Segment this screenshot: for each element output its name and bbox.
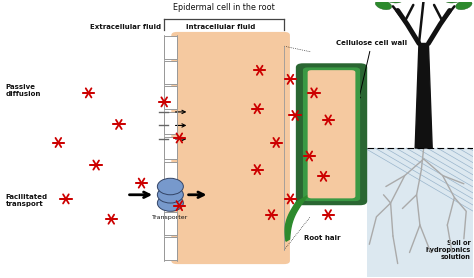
Text: Soil or
hydroponics
solution: Soil or hydroponics solution bbox=[426, 240, 471, 260]
Text: Transporter: Transporter bbox=[152, 215, 189, 220]
Polygon shape bbox=[415, 43, 432, 148]
Bar bbox=[164, 237, 177, 260]
Polygon shape bbox=[285, 195, 308, 241]
FancyBboxPatch shape bbox=[171, 32, 290, 264]
Ellipse shape bbox=[445, 0, 465, 3]
Ellipse shape bbox=[157, 178, 183, 195]
Bar bbox=[164, 86, 177, 109]
Bar bbox=[164, 162, 177, 185]
Bar bbox=[164, 111, 177, 134]
Text: Intracellular fluid: Intracellular fluid bbox=[186, 24, 255, 30]
Bar bbox=[164, 187, 177, 210]
Bar bbox=[367, 148, 474, 277]
FancyBboxPatch shape bbox=[308, 70, 356, 198]
Text: Root hair: Root hair bbox=[304, 235, 340, 241]
FancyBboxPatch shape bbox=[303, 67, 360, 201]
FancyBboxPatch shape bbox=[296, 63, 367, 205]
Bar bbox=[164, 212, 177, 235]
Text: Extracellular fluid: Extracellular fluid bbox=[91, 24, 162, 30]
Bar bbox=[164, 61, 177, 84]
Ellipse shape bbox=[383, 0, 403, 3]
Text: Facilitated
transport: Facilitated transport bbox=[5, 194, 47, 207]
Ellipse shape bbox=[157, 195, 183, 211]
Text: Passive
diffusion: Passive diffusion bbox=[5, 84, 41, 97]
Ellipse shape bbox=[157, 187, 183, 203]
Bar bbox=[164, 136, 177, 160]
Bar bbox=[164, 36, 177, 59]
Ellipse shape bbox=[456, 0, 472, 10]
Text: Epidermal cell in the root: Epidermal cell in the root bbox=[173, 3, 275, 12]
Text: Cellulose cell wall: Cellulose cell wall bbox=[336, 40, 407, 100]
Ellipse shape bbox=[375, 0, 392, 10]
